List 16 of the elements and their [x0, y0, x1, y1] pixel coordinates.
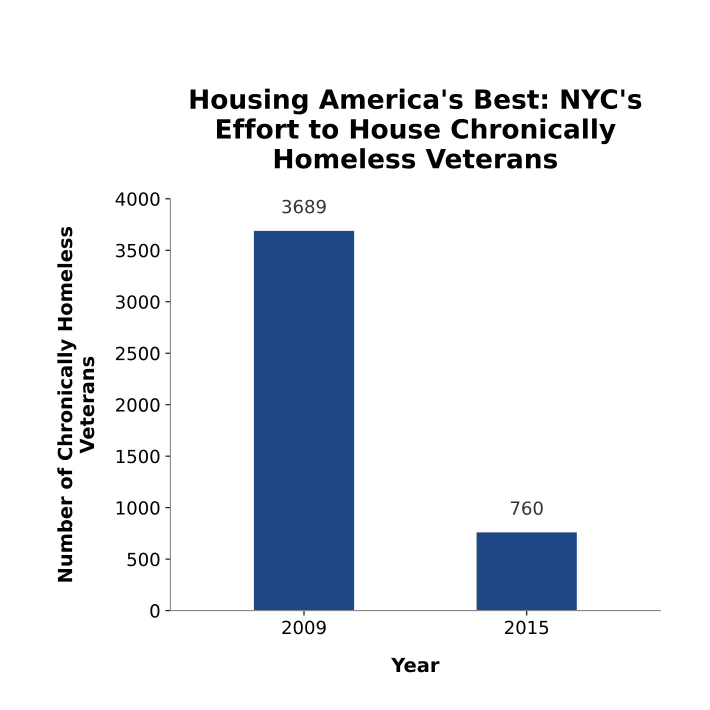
y-tick-label: 3500 [116, 244, 160, 258]
x-tick-label: 2009 [282, 620, 326, 634]
y-tick-label: 1000 [116, 501, 160, 515]
y-tick-label: 2500 [116, 346, 160, 360]
y-tick-label: 0 [150, 604, 160, 618]
y-tick-label: 4000 [116, 192, 160, 206]
x-tick-label: 2015 [505, 620, 548, 634]
data-label: 760 [510, 501, 543, 515]
y-tick-label: 500 [128, 552, 160, 566]
y-tick-label: 1500 [116, 450, 160, 464]
chart-title: Housing America's Best: NYC's Effort to House Chronically Homeless Veterans [190, 88, 642, 169]
y-tick-label: 2000 [116, 398, 160, 412]
x-axis-title: Year [391, 658, 440, 672]
y-axis-title: Number of Chronically Homeless Veterans [57, 226, 94, 582]
y-tick-label: 3000 [116, 295, 160, 309]
data-label: 3689 [282, 200, 326, 214]
